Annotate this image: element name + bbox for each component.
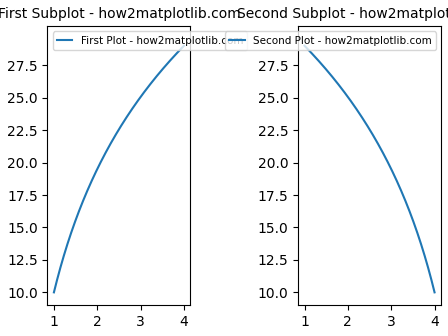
Title: First Subplot - how2matplotlib.com: First Subplot - how2matplotlib.com: [0, 7, 240, 21]
Legend: Second Plot - how2matplotlib.com: Second Plot - how2matplotlib.com: [225, 32, 436, 50]
Legend: First Plot - how2matplotlib.com: First Plot - how2matplotlib.com: [52, 32, 247, 50]
Title: Second Subplot - how2matplotlib.com: Second Subplot - how2matplotlib.com: [237, 7, 448, 21]
